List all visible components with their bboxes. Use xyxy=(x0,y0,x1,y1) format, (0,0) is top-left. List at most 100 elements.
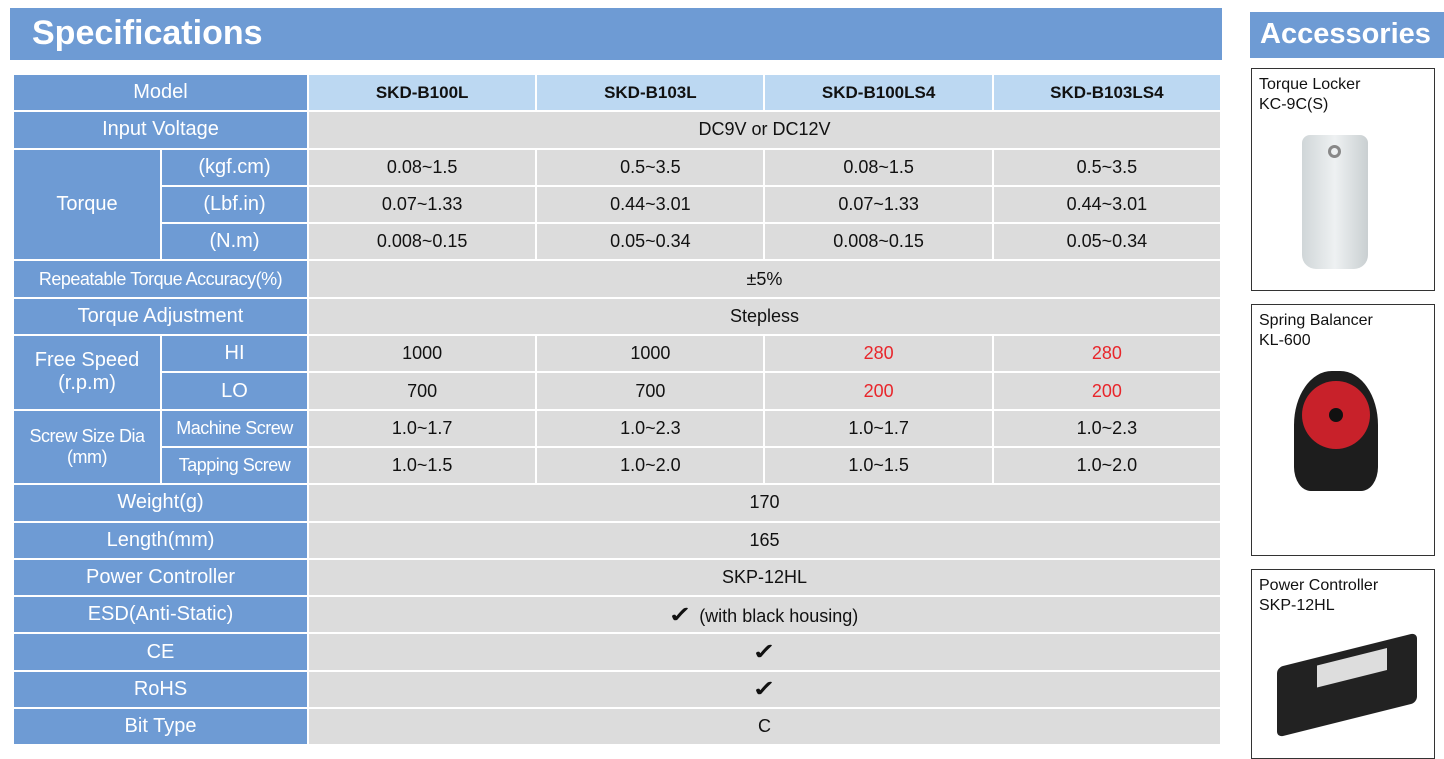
table-row-input-voltage: Input Voltage DC9V or DC12V xyxy=(11,110,1222,150)
accessory-model: KL-600 xyxy=(1259,332,1311,349)
row-label: Free Speed (r.p.m) xyxy=(12,334,162,411)
row-label: Repeatable Torque Accuracy(%) xyxy=(11,259,310,299)
cell-value: ✓ xyxy=(307,632,1222,672)
sub-label: Tapping Screw xyxy=(159,445,310,486)
cell-value: ✓ xyxy=(307,669,1222,710)
cell-value: 1.0~1.5 xyxy=(763,445,994,486)
cell-value: 0.44~3.01 xyxy=(991,184,1223,225)
cell-value: 0.44~3.01 xyxy=(535,184,766,225)
cell-value: 1.0~2.3 xyxy=(991,408,1223,448)
table-row-screw-size: Tapping Screw 1.0~1.5 1.0~2.0 1.0~1.5 1.… xyxy=(13,445,1223,486)
table-row-power-controller: Power Controller SKP-12HL xyxy=(11,557,1222,598)
cell-value: 0.08~1.5 xyxy=(307,147,538,187)
cell-value: 700 xyxy=(307,371,538,411)
table-row-torque: Torque (kgf.cm) 0.08~1.5 0.5~3.5 0.08~1.… xyxy=(12,147,1223,262)
table-row-model: Model SKD-B100L SKD-B103L SKD-B100LS4 SK… xyxy=(11,72,1223,113)
cell-value: 0.05~0.34 xyxy=(991,222,1223,262)
cell-value: 1.0~2.0 xyxy=(991,445,1223,486)
sub-label: LO xyxy=(159,371,310,411)
cell-value: Stepless xyxy=(307,296,1222,337)
table-row-weight: Weight(g) 170 xyxy=(11,483,1222,523)
cell-value: 170 xyxy=(307,483,1222,523)
sub-label: Machine Screw xyxy=(159,408,310,448)
esd-note: (with black housing) xyxy=(699,605,859,626)
table-row-free-speed: LO 700 700 200 200 xyxy=(13,371,1223,411)
table-row-adjustment: Torque Adjustment Stepless xyxy=(11,296,1222,337)
cell-value: 0.5~3.5 xyxy=(991,147,1223,187)
cell-value: ±5% xyxy=(307,259,1222,299)
page-title: Specifications xyxy=(10,8,1222,60)
cell-value: 1.0~1.7 xyxy=(307,408,538,448)
specifications-table: Model SKD-B100L SKD-B103L SKD-B100LS4 SK… xyxy=(11,72,1223,747)
free-speed-unit: (r.p.m) xyxy=(58,372,116,395)
check-icon: ✓ xyxy=(752,639,777,665)
row-label: Model xyxy=(11,72,310,113)
model-header: SKD-B103LS4 xyxy=(991,72,1223,113)
row-label: Weight(g) xyxy=(11,483,310,523)
table-row-screw-size: Screw Size Dia (mm) Machine Screw 1.0~1.7… xyxy=(12,408,1223,486)
row-label: ESD(Anti-Static) xyxy=(11,595,310,635)
row-label: CE xyxy=(11,632,310,672)
torque-locker-image xyxy=(1302,135,1368,269)
model-header: SKD-B103L xyxy=(535,72,766,113)
sub-label: (Lbf.in) xyxy=(159,184,310,225)
row-label: Torque Adjustment xyxy=(11,296,310,337)
table-row-torque: (Lbf.in) 0.07~1.33 0.44~3.01 0.07~1.33 0… xyxy=(13,184,1223,225)
accessory-name: Torque Locker xyxy=(1259,76,1361,93)
table-row-length: Length(mm) 165 xyxy=(11,520,1222,560)
row-label: Torque xyxy=(12,147,162,262)
cell-value: ✓ (with black housing) xyxy=(307,595,1222,635)
cell-value: 1000 xyxy=(535,334,766,374)
cell-value: SKP-12HL xyxy=(307,557,1222,598)
cell-value: 200 xyxy=(763,371,994,411)
cell-value: 0.008~0.15 xyxy=(763,222,994,262)
check-icon: ✓ xyxy=(667,601,692,627)
model-header: SKD-B100L xyxy=(307,72,538,113)
accessory-model: SKP-12HL xyxy=(1259,597,1335,614)
screw-size-unit: (mm) xyxy=(67,446,107,467)
row-label: Input Voltage xyxy=(11,110,310,150)
cell-value: 0.05~0.34 xyxy=(535,222,766,262)
cell-value: 165 xyxy=(307,520,1222,560)
row-label: RoHS xyxy=(11,669,310,710)
table-row-accuracy: Repeatable Torque Accuracy(%) ±5% xyxy=(11,259,1222,299)
accessories-title: Accessories xyxy=(1250,12,1444,58)
accessory-model: KC-9C(S) xyxy=(1259,96,1329,113)
accessory-card-power-controller: Power Controller SKP-12HL xyxy=(1251,569,1435,759)
cell-value: DC9V or DC12V xyxy=(307,110,1222,150)
model-header: SKD-B100LS4 xyxy=(763,72,994,113)
cell-value: 280 xyxy=(763,334,994,374)
row-label: Length(mm) xyxy=(11,520,310,560)
cell-value: 1.0~2.3 xyxy=(535,408,766,448)
row-label: Power Controller xyxy=(11,557,310,598)
cell-value: C xyxy=(307,707,1222,747)
sub-label: (kgf.cm) xyxy=(159,147,310,187)
accessory-name: Power Controller xyxy=(1259,577,1379,594)
sub-label: HI xyxy=(159,334,310,374)
cell-value: 0.07~1.33 xyxy=(763,184,994,225)
row-label: Bit Type xyxy=(11,707,310,747)
accessory-card-spring-balancer: Spring Balancer KL-600 xyxy=(1251,304,1435,556)
cell-value: 1.0~1.7 xyxy=(763,408,994,448)
accessory-name: Spring Balancer xyxy=(1259,312,1373,329)
table-row-rohs: RoHS ✓ xyxy=(11,669,1222,710)
check-icon: ✓ xyxy=(752,676,777,702)
table-row-torque: (N.m) 0.008~0.15 0.05~0.34 0.008~0.15 0.… xyxy=(13,222,1223,262)
cell-value: 200 xyxy=(991,371,1223,411)
spring-balancer-image xyxy=(1294,371,1378,491)
free-speed-label: Free Speed xyxy=(34,349,140,372)
cell-value: 0.5~3.5 xyxy=(535,147,766,187)
screw-size-label: Screw Size Dia xyxy=(29,425,145,446)
cell-value: 280 xyxy=(991,334,1223,374)
table-row-free-speed: Free Speed (r.p.m) HI 1000 1000 280 280 xyxy=(12,334,1223,411)
cell-value: 0.008~0.15 xyxy=(307,222,538,262)
cell-value: 0.08~1.5 xyxy=(763,147,994,187)
sub-label: (N.m) xyxy=(159,222,310,262)
cell-value: 1.0~1.5 xyxy=(307,445,538,486)
table-row-bit-type: Bit Type C xyxy=(11,707,1222,747)
power-controller-image xyxy=(1277,632,1417,738)
table-row-ce: CE ✓ xyxy=(11,632,1222,672)
cell-value: 0.07~1.33 xyxy=(307,184,538,225)
table-row-esd: ESD(Anti-Static) ✓ (with black housing) xyxy=(11,595,1222,635)
cell-value: 1.0~2.0 xyxy=(535,445,766,486)
